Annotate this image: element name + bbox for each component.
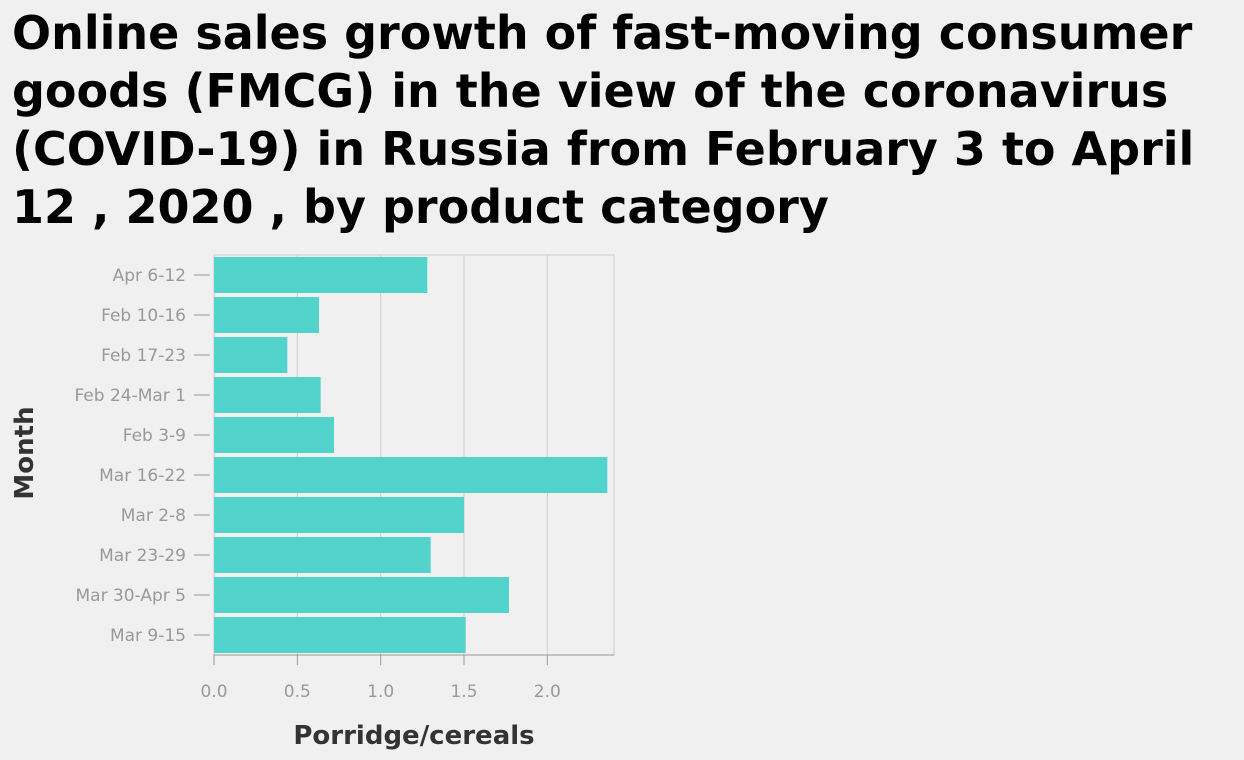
bar-7 [214,537,431,573]
bar-2 [214,337,288,373]
y-tick-label-3: Feb 24-Mar 1 [74,386,186,406]
x-axis-title: Porridge/cereals [293,721,534,751]
x-tick-label-2: 1.0 [367,682,394,702]
x-tick-label-0: 0.0 [200,682,227,702]
bars [214,257,608,653]
y-tick-label-9: Mar 9-15 [110,626,186,646]
bar-0 [214,257,428,293]
x-tick-label-1: 0.5 [284,682,311,702]
y-tick-label-7: Mar 23-29 [99,546,186,566]
y-tick-label-8: Mar 30-Apr 5 [76,586,187,606]
y-tick-label-5: Mar 16-22 [99,466,186,486]
bar-4 [214,417,334,453]
chart-title: Online sales growth of fast-moving consu… [12,6,1195,234]
bar-3 [214,377,321,413]
bar-1 [214,297,319,333]
bar-9 [214,617,466,653]
y-tick-label-2: Feb 17-23 [101,346,186,366]
y-axis-title: Month [10,406,40,499]
y-tick-label-4: Feb 3-9 [123,426,186,446]
x-tick-label-3: 1.5 [450,682,477,702]
y-tick-label-0: Apr 6-12 [113,266,186,286]
y-tick-label-1: Feb 10-16 [101,306,186,326]
bar-6 [214,497,464,533]
x-tick-label-4: 2.0 [534,682,561,702]
bar-5 [214,457,608,493]
y-tick-label-6: Mar 2-8 [121,506,186,526]
axes: Apr 6-12 Feb 10-16 Feb 17-23 Feb 24-Mar 1 Fe… [74,266,614,702]
bar-8 [214,577,509,613]
